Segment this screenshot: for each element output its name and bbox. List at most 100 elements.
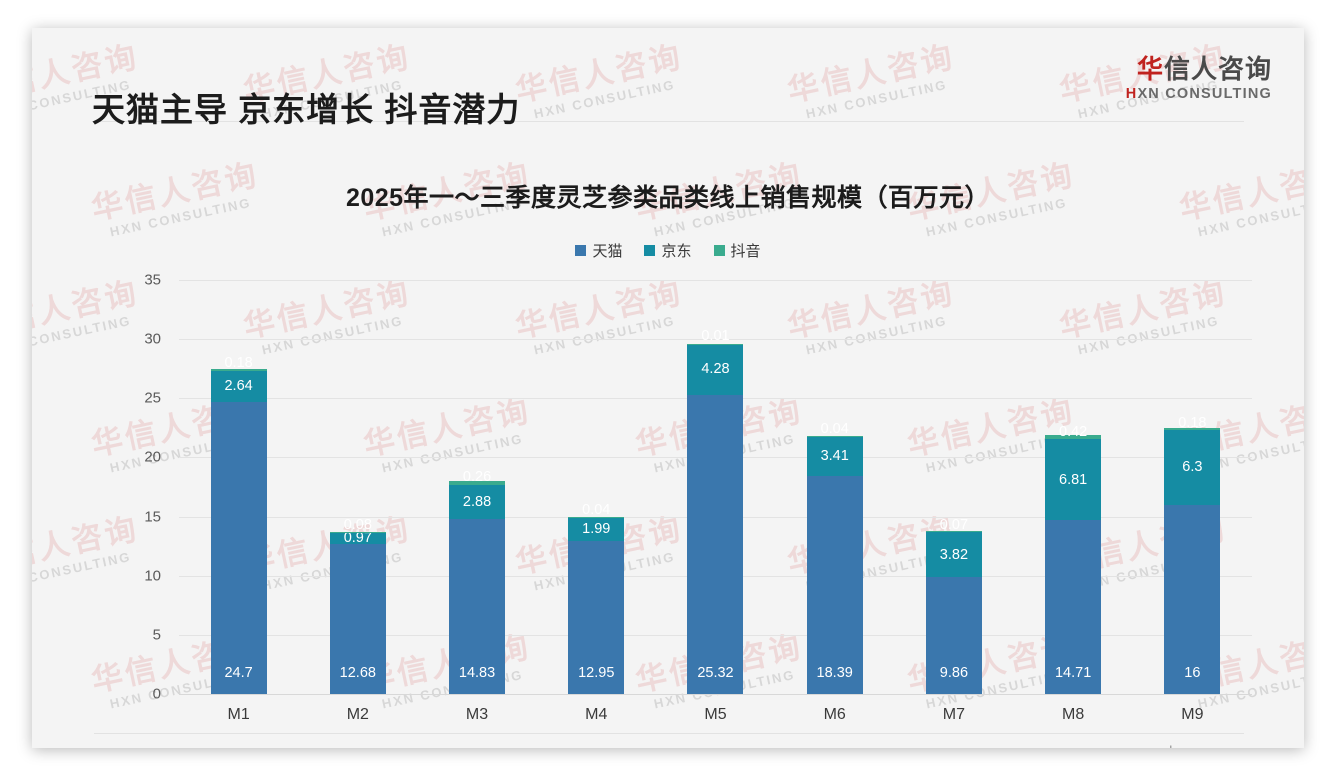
stacked-bar: 18.39 3.41 0.04 bbox=[806, 422, 863, 694]
stacked-bar: 16 6.3 0.18 bbox=[1164, 416, 1221, 694]
stacked-bar: 14.71 6.81 0.42 bbox=[1045, 425, 1102, 694]
bar-segment-京东[interactable]: 2.64 bbox=[210, 370, 267, 402]
bar-group-M6[interactable]: 18.39 3.41 0.04 bbox=[775, 280, 894, 694]
x-axis-tick-label: M3 bbox=[465, 706, 489, 723]
page-title: 天猫主导 京东增长 抖音潜力 bbox=[92, 91, 521, 128]
bar-segment-京东[interactable]: 0.97 bbox=[329, 530, 386, 547]
x-axis-tick-label: M7 bbox=[942, 706, 966, 723]
y-axis: 0 5 10 15 20 25 30 35 bbox=[125, 272, 161, 703]
bar-value-label: 0.18 bbox=[224, 355, 253, 372]
bar-segment-京东[interactable]: 6.81 bbox=[1045, 439, 1102, 521]
gridline bbox=[179, 339, 1252, 341]
x-axis: M1 M2 M3 M4 M5 M6 M7 M8 M9 bbox=[179, 694, 1252, 724]
y-axis-tick-label: 5 bbox=[152, 626, 161, 644]
logo-english-rest: XN CONSULTING bbox=[1137, 85, 1272, 102]
legend-item-京东[interactable]: 京东 bbox=[644, 240, 692, 261]
y-axis-tick-label: 30 bbox=[144, 330, 161, 348]
legend-swatch-icon bbox=[644, 245, 656, 256]
stacked-bar: 24.7 2.64 0.18 bbox=[210, 356, 267, 694]
bar-value-label: 6.3 bbox=[1182, 459, 1203, 476]
bar-segment-抖音[interactable]: 0.18 bbox=[210, 356, 267, 371]
bar-segment-天猫[interactable]: 25.32 bbox=[687, 394, 744, 694]
bar-segment-抖音[interactable]: 0.26 bbox=[449, 470, 506, 485]
bar-value-label: 0.01 bbox=[701, 328, 730, 345]
footer-copyright: ©2025.11 HXR华信人咨询 bbox=[104, 744, 250, 748]
slide-header: 天猫主导 京东增长 抖音潜力 华信人咨询 HXN CONSULTING bbox=[32, 28, 1304, 128]
bar-value-label: 25.32 bbox=[697, 664, 734, 681]
bar-value-label: 0.04 bbox=[820, 420, 849, 437]
stacked-bar: 14.83 2.88 0.26 bbox=[449, 470, 506, 694]
logo-chinese: 华信人咨询 bbox=[1126, 55, 1272, 84]
bar-segment-抖音[interactable]: 0.08 bbox=[329, 518, 386, 533]
bar-series-container: 24.7 2.64 0.18 12.68 0.97 0.08 14.83 2.88 0.26 12… bbox=[179, 280, 1252, 694]
bar-segment-天猫[interactable]: 12.95 bbox=[568, 540, 625, 694]
y-axis-tick-label: 20 bbox=[144, 448, 161, 466]
legend-label: 京东 bbox=[661, 243, 692, 260]
legend-item-天猫[interactable]: 天猫 bbox=[575, 240, 622, 261]
stacked-bar: 12.95 1.99 0.04 bbox=[568, 503, 625, 694]
bar-value-label: 12.68 bbox=[339, 664, 376, 681]
logo-english: HXN CONSULTING bbox=[1126, 86, 1272, 102]
logo-chinese-first-char: 华 bbox=[1136, 54, 1164, 84]
bar-segment-天猫[interactable]: 24.7 bbox=[210, 401, 267, 694]
legend-swatch-icon bbox=[713, 245, 725, 256]
bar-segment-天猫[interactable]: 14.71 bbox=[1045, 520, 1102, 694]
company-logo: 华信人咨询 HXN CONSULTING bbox=[1126, 55, 1272, 102]
bar-segment-京东[interactable]: 4.28 bbox=[687, 343, 744, 395]
bar-value-label: 1.99 bbox=[582, 520, 611, 537]
bar-segment-京东[interactable]: 3.82 bbox=[925, 532, 982, 578]
bar-value-label: 0.08 bbox=[343, 517, 372, 534]
bar-value-label: 14.83 bbox=[458, 664, 496, 681]
bar-segment-天猫[interactable]: 14.83 bbox=[449, 518, 506, 694]
bar-segment-天猫[interactable]: 9.86 bbox=[925, 577, 982, 694]
bar-group-M8[interactable]: 14.71 6.81 0.42 bbox=[1014, 280, 1133, 694]
legend-swatch-icon bbox=[575, 245, 587, 256]
bar-value-label: 16 bbox=[1184, 664, 1201, 681]
bar-value-label: 3.82 bbox=[939, 546, 969, 563]
y-axis-tick-label: 25 bbox=[144, 389, 161, 407]
bar-group-M3[interactable]: 14.83 2.88 0.26 bbox=[417, 280, 536, 694]
y-axis-tick-label: 35 bbox=[144, 271, 161, 289]
x-axis-tick-label: M5 bbox=[704, 706, 727, 723]
stacked-bar: 25.32 4.28 0.01 bbox=[687, 329, 744, 694]
bar-value-label: 0.26 bbox=[462, 469, 492, 486]
x-axis-tick-label: M2 bbox=[346, 706, 369, 723]
y-axis-tick-label: 10 bbox=[144, 567, 161, 585]
bar-segment-抖音[interactable]: 0.07 bbox=[925, 518, 982, 533]
bar-value-label: 0.18 bbox=[1178, 414, 1207, 431]
bar-segment-抖音[interactable]: 0.18 bbox=[1164, 416, 1221, 431]
gridline bbox=[179, 694, 1252, 695]
bar-segment-京东[interactable]: 1.99 bbox=[568, 517, 625, 541]
bar-segment-京东[interactable]: 3.41 bbox=[806, 436, 863, 477]
x-axis-tick-label: M8 bbox=[1062, 706, 1085, 723]
legend-item-抖音[interactable]: 抖音 bbox=[713, 240, 761, 261]
bar-segment-京东[interactable]: 6.3 bbox=[1164, 430, 1221, 505]
bar-value-label: 14.71 bbox=[1054, 664, 1092, 681]
header-divider bbox=[94, 121, 1244, 122]
bar-value-label: 2.64 bbox=[224, 377, 253, 394]
bar-group-M1[interactable]: 24.7 2.64 0.18 bbox=[179, 280, 298, 694]
chart-plot-area: 0 5 10 15 20 25 30 35 24.7 2.64 0.18 12.68 0.97 0.08… bbox=[144, 272, 1252, 723]
bar-group-M4[interactable]: 12.95 1.99 0.04 bbox=[537, 280, 656, 694]
bar-value-label: 18.39 bbox=[816, 664, 853, 681]
bar-value-label: 12.95 bbox=[578, 664, 615, 681]
bar-segment-天猫[interactable]: 18.39 bbox=[806, 476, 863, 694]
bar-segment-天猫[interactable]: 12.68 bbox=[329, 544, 386, 694]
bar-value-label: 24.7 bbox=[224, 664, 253, 681]
y-axis-tick-label: 15 bbox=[144, 508, 161, 526]
bar-value-label: 4.28 bbox=[701, 360, 730, 377]
y-axis-tick-label: 0 bbox=[152, 685, 161, 703]
bar-group-M5[interactable]: 25.32 4.28 0.01 bbox=[656, 280, 775, 694]
bar-segment-抖音[interactable]: 0.42 bbox=[1045, 425, 1102, 440]
bar-group-M9[interactable]: 16 6.3 0.18 bbox=[1133, 280, 1252, 694]
bar-value-label: 2.88 bbox=[462, 493, 492, 510]
bar-value-label: 3.41 bbox=[820, 448, 849, 465]
x-axis-tick-label: M9 bbox=[1181, 706, 1204, 723]
bar-group-M7[interactable]: 9.86 3.82 0.07 bbox=[894, 280, 1013, 694]
bar-segment-京东[interactable]: 2.88 bbox=[449, 484, 506, 519]
bar-group-M2[interactable]: 12.68 0.97 0.08 bbox=[298, 280, 417, 694]
bar-value-label: 0.42 bbox=[1059, 423, 1088, 440]
legend-label: 天猫 bbox=[592, 243, 623, 260]
bar-value-label: 0.97 bbox=[343, 530, 372, 547]
bar-segment-天猫[interactable]: 16 bbox=[1164, 504, 1221, 694]
